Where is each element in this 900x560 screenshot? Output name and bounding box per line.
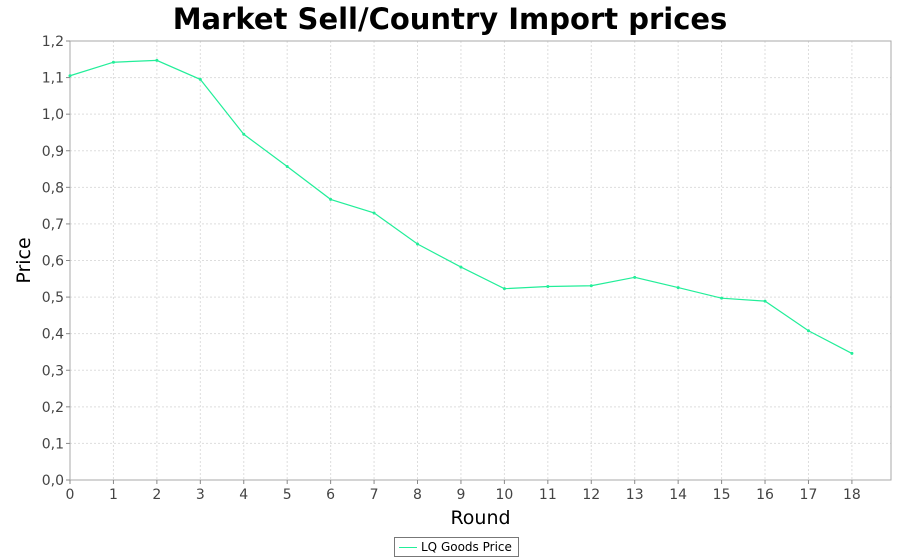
series-point: [676, 286, 680, 290]
axis-ticks: 0 1 2 3 4 5 6 7 8 9 10 11 12 13 14 15 16 17 180,00,10,20,3…: [42, 34, 861, 503]
series-point: [850, 351, 854, 355]
x-tick-label: 10: [495, 487, 513, 503]
y-tick-label: 0,9: [42, 144, 64, 160]
y-tick-label: 0,6: [42, 254, 64, 270]
y-tick-label: 0,5: [42, 290, 64, 306]
x-axis-title: Round: [450, 507, 510, 529]
series-point: [720, 296, 724, 300]
series-point: [633, 275, 637, 279]
x-tick-label: 18: [843, 487, 861, 503]
y-tick-label: 0,1: [42, 436, 64, 452]
y-tick-label: 0,8: [42, 180, 64, 196]
series-point: [329, 197, 333, 201]
series-point: [198, 77, 202, 81]
y-tick-label: 1,2: [42, 34, 64, 50]
x-tick-label: 12: [582, 487, 600, 503]
y-tick-label: 1,0: [42, 107, 64, 123]
legend-swatch: [399, 546, 417, 548]
legend: LQ Goods Price: [394, 537, 519, 557]
x-tick-label: 11: [539, 487, 557, 503]
series-point: [372, 211, 376, 215]
x-tick-label: 3: [196, 487, 205, 503]
series-point: [459, 265, 463, 269]
x-tick-label: 5: [283, 487, 292, 503]
x-tick-label: 2: [152, 487, 161, 503]
series-point: [111, 60, 115, 64]
x-tick-label: 9: [456, 487, 465, 503]
series-point: [546, 284, 550, 288]
x-tick-label: 8: [413, 487, 422, 503]
x-tick-label: 13: [626, 487, 644, 503]
chart-title: Market Sell/Country Import prices: [172, 2, 728, 36]
series-point: [806, 329, 810, 333]
x-tick-label: 4: [239, 487, 248, 503]
series-point: [589, 284, 593, 288]
x-tick-label: 0: [66, 487, 75, 503]
series-point: [763, 299, 767, 303]
y-tick-label: 0,7: [42, 217, 64, 233]
series-point: [68, 74, 72, 78]
series-point: [242, 132, 246, 136]
x-tick-label: 15: [713, 487, 731, 503]
series-layer: [68, 58, 854, 355]
x-tick-label: 17: [800, 487, 818, 503]
y-axis-title: Price: [13, 237, 35, 283]
y-tick-label: 0,2: [42, 400, 64, 416]
y-tick-label: 0,0: [42, 473, 64, 489]
y-tick-label: 1,1: [42, 71, 64, 87]
y-tick-label: 0,4: [42, 327, 64, 343]
legend-label: LQ Goods Price: [421, 540, 512, 554]
x-tick-label: 1: [109, 487, 118, 503]
grid-lines: [69, 40, 891, 481]
x-tick-label: 6: [326, 487, 335, 503]
x-tick-label: 14: [669, 487, 687, 503]
series-point: [285, 164, 289, 168]
x-tick-label: 16: [756, 487, 774, 503]
series-point: [416, 242, 420, 246]
y-tick-label: 0,3: [42, 363, 64, 379]
x-tick-label: 7: [370, 487, 379, 503]
series-point: [502, 287, 506, 291]
series-point: [155, 58, 159, 62]
